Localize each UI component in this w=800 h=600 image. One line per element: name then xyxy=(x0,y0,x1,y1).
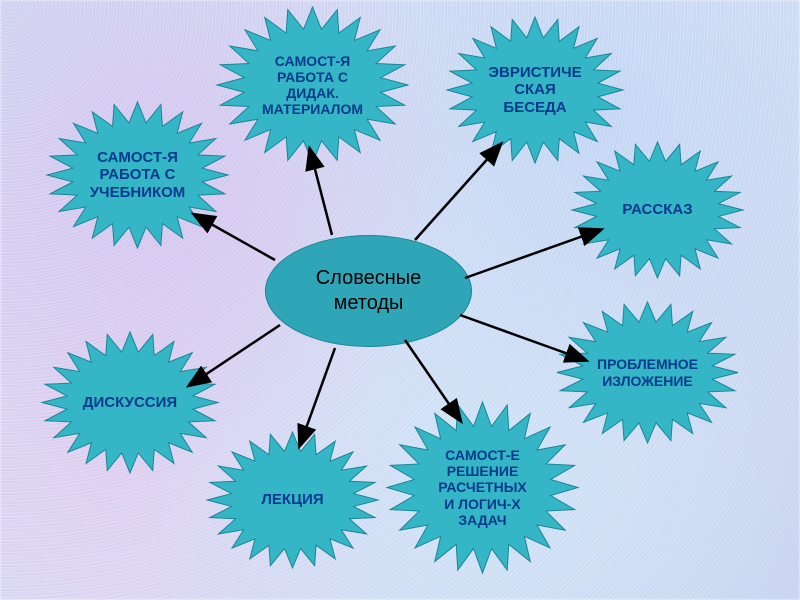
node-label-heuristic: ЭВРИСТИЧЕ СКАЯ БЕСЕДА xyxy=(478,64,591,116)
node-label-didak: САМОСТ-Я РАБОТА С ДИДАК. МАТЕРИАЛОМ xyxy=(252,53,373,117)
arrow-heuristic xyxy=(415,145,500,240)
arrow-raschet xyxy=(405,340,460,420)
arrows-layer xyxy=(0,0,800,600)
node-label-raschet: САМОСТ-Е РЕШЕНИЕ РАСЧЕТНЫХ И ЛОГИЧ-Х ЗАД… xyxy=(428,447,537,527)
arrow-diskus xyxy=(190,325,280,385)
node-label-lekciya: ЛЕКЦИЯ xyxy=(251,491,333,508)
node-label-rasskaz: РАССКАЗ xyxy=(612,201,702,218)
arrow-didak xyxy=(310,150,332,235)
node-label-diskus: ДИСКУССИЯ xyxy=(73,394,187,411)
arrow-lekciya xyxy=(300,348,335,445)
node-label-uchebnik: САМОСТ-Я РАБОТА С УЧЕБНИКОМ xyxy=(80,149,196,201)
diagram-canvas: САМОСТ-Я РАБОТА С ДИДАК. МАТЕРИАЛОМ ЭВРИС… xyxy=(0,0,800,600)
arrow-problem xyxy=(460,315,585,360)
node-label-problem: ПРОБЛЕМНОЕ ИЗЛОЖЕНИЕ xyxy=(587,356,708,388)
arrow-uchebnik xyxy=(195,215,275,260)
arrow-rasskaz xyxy=(465,230,600,278)
